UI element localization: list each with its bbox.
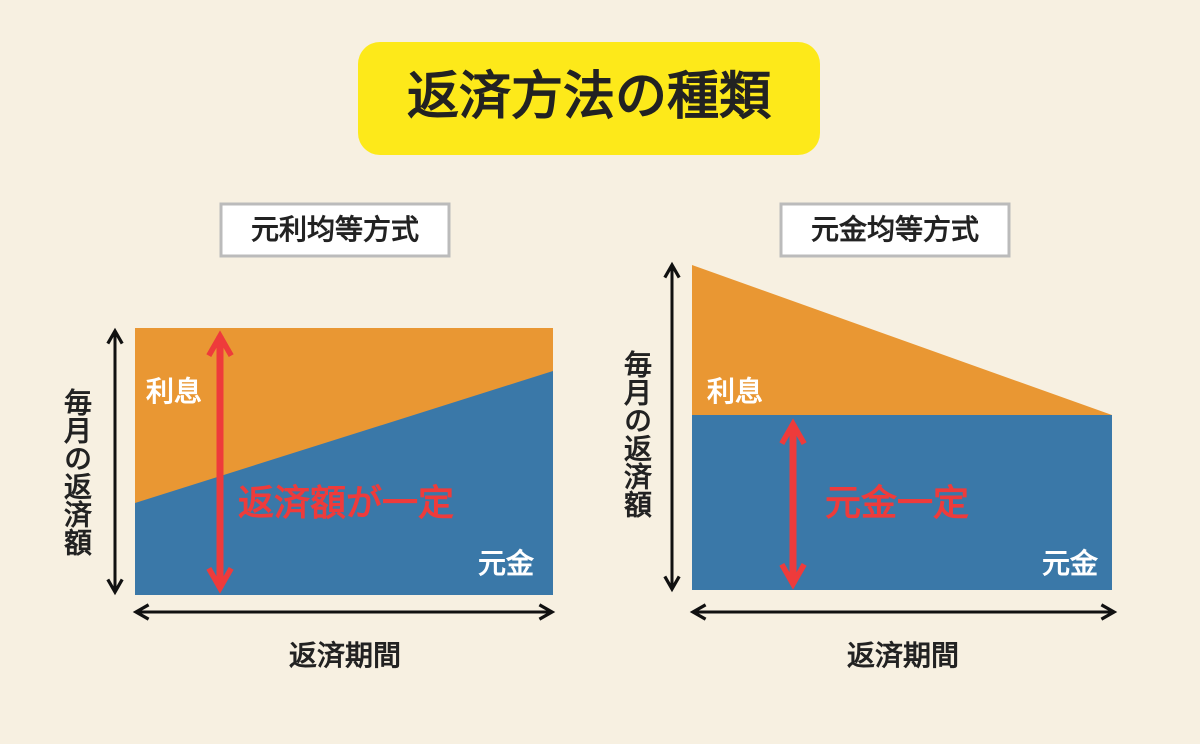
panel-label-box (779, 202, 1011, 258)
y-axis-label: 毎月の返済額 (60, 388, 93, 557)
upper-area-label: 利息 (707, 375, 763, 408)
x-axis-label: 返済期間 (847, 639, 959, 672)
panel-label: 元金均等方式 (811, 213, 979, 246)
emphasis: 元金一定 (825, 482, 969, 524)
y-axis-label: 毎月の返済額 (620, 350, 653, 519)
principal-area (135, 371, 553, 595)
panel-label: 元利均等方式 (251, 213, 419, 246)
lower-area-label: 元金 (478, 547, 535, 580)
interest-area (692, 265, 1112, 415)
emphasis: 返済額が一定 (238, 483, 454, 524)
title: 返済方法の種類 (407, 67, 772, 127)
panel-label-box (219, 202, 451, 258)
title-box (358, 42, 820, 155)
x-axis-label: 返済期間 (289, 639, 401, 672)
lower-area-label: 元金 (1042, 547, 1099, 580)
principal-area (692, 415, 1112, 590)
upper-area-label: 利息 (146, 375, 202, 408)
